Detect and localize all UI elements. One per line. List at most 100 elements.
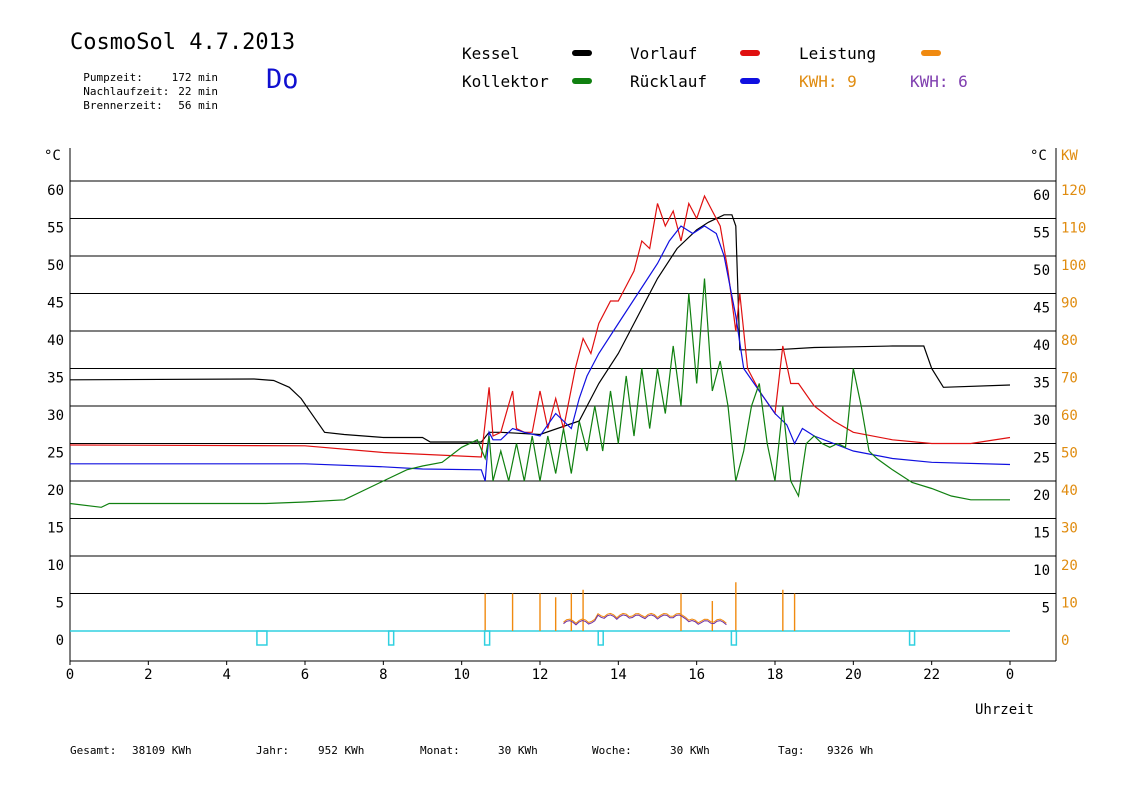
y-tick-right-power: 30 xyxy=(1061,521,1078,537)
y-tick-left: 15 xyxy=(47,521,64,537)
y-tick-right-temp: 5 xyxy=(1042,601,1050,617)
y-tick-left: 35 xyxy=(47,371,64,387)
y-tick-left: 20 xyxy=(47,483,64,499)
stat-pumpzeit: Pumpzeit: 172 min xyxy=(70,58,218,84)
x-tick-label: 16 xyxy=(688,667,705,683)
x-tick-label: 14 xyxy=(610,667,627,683)
x-tick-label: 8 xyxy=(379,667,387,683)
legend-leistung-label: Leistung xyxy=(799,44,877,63)
x-tick-label: 22 xyxy=(923,667,940,683)
weekday-label: Do xyxy=(266,64,299,95)
series-line xyxy=(70,225,1011,482)
y-tick-right-temp: 15 xyxy=(1033,526,1050,542)
y-unit-right-power: KW xyxy=(1061,148,1078,164)
stat-value: 22 min xyxy=(178,85,218,98)
footer-tag-value: 9326 Wh xyxy=(827,744,874,757)
stat-value: 56 min xyxy=(178,99,218,112)
y-tick-left: 55 xyxy=(47,221,64,237)
y-tick-right-power: 20 xyxy=(1061,558,1078,574)
x-tick-label: 18 xyxy=(767,667,784,683)
y-tick-left: 45 xyxy=(47,296,64,312)
y-tick-left: 0 xyxy=(56,633,64,649)
pump-marker xyxy=(256,630,268,646)
x-tick-label: 4 xyxy=(222,667,230,683)
footer-jahr-value: 952 KWh xyxy=(318,744,365,757)
stat-nachlaufzeit: Nachlaufzeit: 22 min xyxy=(70,72,218,98)
y-tick-right-power: 10 xyxy=(1061,596,1078,612)
pump-marker xyxy=(483,630,491,646)
y-unit-right-temp: °C xyxy=(1030,148,1047,164)
y-tick-right-power: 110 xyxy=(1061,221,1086,237)
y-tick-right-power: 50 xyxy=(1061,446,1078,462)
legend-leistung-swatch xyxy=(921,50,941,56)
legend-ruecklauf-label: Rücklauf xyxy=(630,72,708,91)
y-tick-left: 30 xyxy=(47,408,64,424)
chart-title: CosmoSol 4.7.2013 xyxy=(70,30,296,55)
legend-kwh-1: KWH: 9 xyxy=(799,72,857,91)
legend-kollektor-label: Kollektor xyxy=(462,72,549,91)
x-axis-label: Uhrzeit xyxy=(975,702,1034,718)
footer-tag-label: Tag: xyxy=(778,744,805,757)
footer-gesamt-value: 38109 KWh xyxy=(132,744,192,757)
footer-jahr-label: Jahr: xyxy=(256,744,290,757)
y-tick-left: 60 xyxy=(47,183,64,199)
y-tick-left: 5 xyxy=(56,596,64,612)
stat-value: 172 min xyxy=(171,71,218,84)
y-tick-right-power: 120 xyxy=(1061,183,1086,199)
y-tick-right-power: 0 xyxy=(1061,633,1069,649)
legend-kollektor-swatch xyxy=(572,78,592,84)
series-line xyxy=(69,214,1011,443)
y-tick-right-temp: 50 xyxy=(1033,263,1050,279)
power-line xyxy=(563,612,727,624)
x-tick-label: 0 xyxy=(66,667,74,683)
y-tick-right-power: 40 xyxy=(1061,483,1078,499)
y-tick-left: 40 xyxy=(47,333,64,349)
legend-vorlauf-label: Vorlauf xyxy=(630,44,698,63)
pump-marker xyxy=(387,630,395,646)
stat-label: Nachlaufzeit: xyxy=(83,85,170,98)
y-tick-right-temp: 20 xyxy=(1033,488,1050,504)
y-tick-right-temp: 60 xyxy=(1033,188,1050,204)
stat-label: Brennerzeit: xyxy=(83,99,163,112)
pump-marker xyxy=(730,630,738,646)
y-tick-right-temp: 25 xyxy=(1033,451,1050,467)
y-tick-right-power: 80 xyxy=(1061,333,1078,349)
y-tick-right-temp: 30 xyxy=(1033,413,1050,429)
y-tick-right-temp: 40 xyxy=(1033,338,1050,354)
footer-monat-value: 30 KWh xyxy=(498,744,538,757)
x-tick-label: 10 xyxy=(453,667,470,683)
footer-monat-label: Monat: xyxy=(420,744,460,757)
legend-vorlauf-swatch xyxy=(740,50,760,56)
footer-woche-label: Woche: xyxy=(592,744,632,757)
y-tick-right-temp: 10 xyxy=(1033,563,1050,579)
y-tick-right-temp: 55 xyxy=(1033,226,1050,242)
x-tick-label: 2 xyxy=(144,667,152,683)
x-tick-label: 0 xyxy=(1006,667,1014,683)
footer-woche-value: 30 KWh xyxy=(670,744,710,757)
y-tick-right-power: 60 xyxy=(1061,408,1078,424)
y-tick-left: 50 xyxy=(47,258,64,274)
x-tick-label: 6 xyxy=(301,667,309,683)
x-tick-label: 20 xyxy=(845,667,862,683)
y-tick-right-temp: 45 xyxy=(1033,301,1050,317)
y-tick-left: 10 xyxy=(47,558,64,574)
series-line xyxy=(69,194,1011,458)
legend-kessel-swatch xyxy=(572,50,592,56)
stat-brennerzeit: Brennerzeit: 56 min xyxy=(70,86,218,112)
legend-kwh-2: KWH: 6 xyxy=(910,72,968,91)
y-tick-right-power: 90 xyxy=(1061,296,1078,312)
legend-ruecklauf-swatch xyxy=(740,78,760,84)
y-tick-right-power: 100 xyxy=(1061,258,1086,274)
pump-marker xyxy=(908,630,916,646)
pump-marker xyxy=(597,630,604,646)
power-line-secondary xyxy=(563,614,727,626)
y-tick-left: 25 xyxy=(47,446,64,462)
x-tick-label: 12 xyxy=(532,667,549,683)
footer-gesamt-label: Gesamt: xyxy=(70,744,117,757)
series-line xyxy=(69,278,1010,508)
legend-kessel-label: Kessel xyxy=(462,44,520,63)
stat-label: Pumpzeit: xyxy=(83,71,143,84)
y-unit-left: °C xyxy=(44,148,61,164)
y-tick-right-temp: 35 xyxy=(1033,376,1050,392)
